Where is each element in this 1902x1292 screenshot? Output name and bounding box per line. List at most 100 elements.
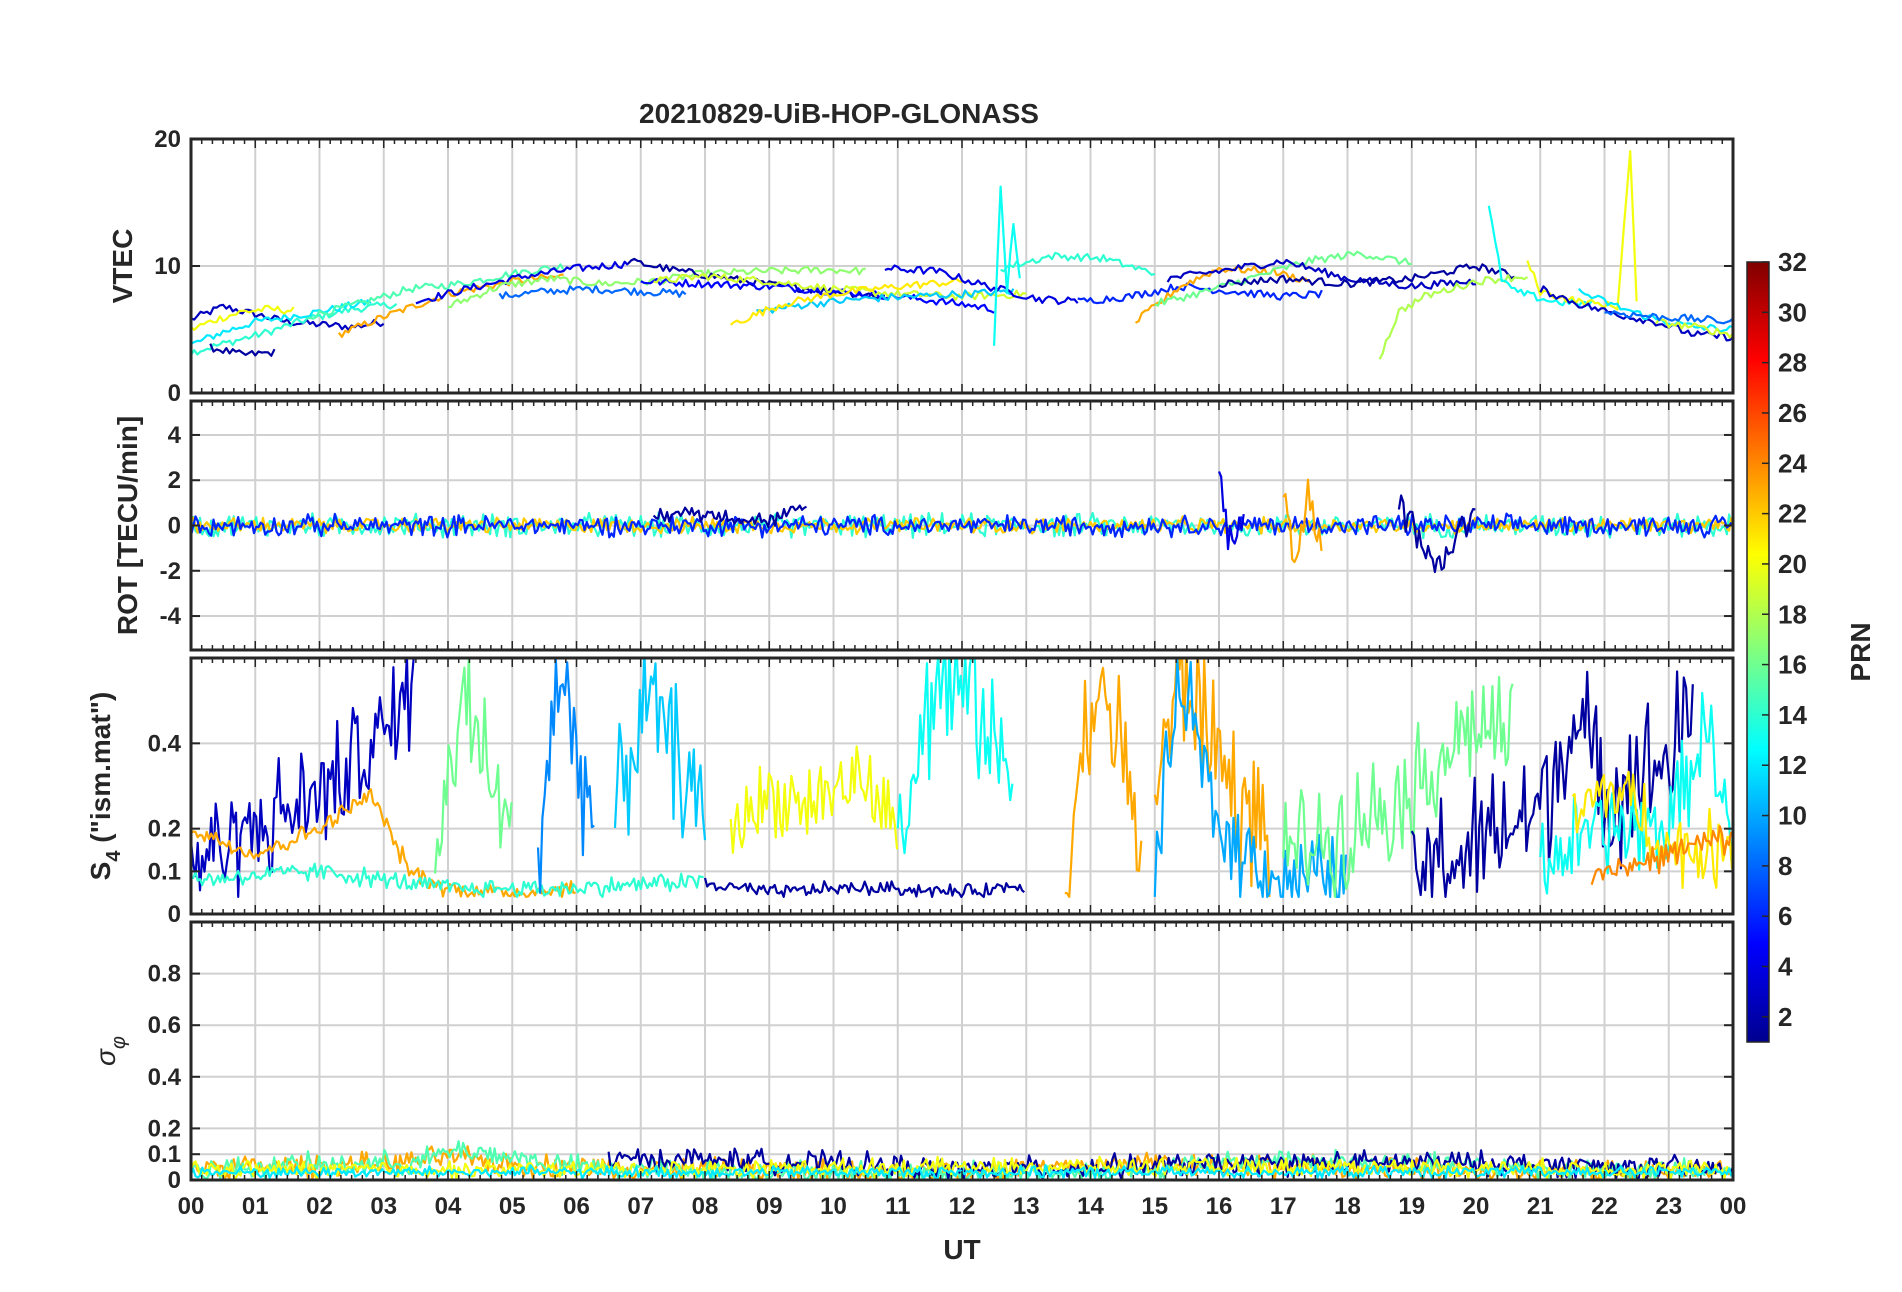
x-axis-label: UT — [943, 1234, 980, 1265]
s4-series-prn-3-0 — [191, 658, 416, 899]
s4-series-prn-2-7 — [703, 877, 1025, 899]
rot-series-group — [191, 471, 1733, 574]
colorbar-tick-label: 32 — [1778, 247, 1807, 277]
vtec-y-axis-label: VTEC — [107, 229, 138, 304]
rot-series-prn-23-5 — [1282, 478, 1323, 564]
s4-series-prn-13-14 — [1539, 691, 1733, 895]
x-tick-label: 20 — [1463, 1193, 1490, 1220]
rot-series-prn-2-3 — [652, 504, 807, 529]
colorbar-tick-label: 28 — [1778, 348, 1807, 378]
y-tick-label: 20 — [154, 126, 181, 153]
chart-title: 20210829-UiB-HOP-GLONASS — [639, 98, 1039, 129]
colorbar-tick-label: 18 — [1778, 599, 1807, 629]
s4-series-prn-11-5 — [613, 658, 707, 841]
colorbar-tick-label: 8 — [1778, 851, 1792, 881]
y-tick-label: 0.2 — [148, 1115, 181, 1142]
colorbar-tick-label: 22 — [1778, 499, 1807, 529]
rot-series-prn-2-6 — [1397, 494, 1476, 574]
s4-series-prn-24-16 — [1590, 825, 1733, 886]
vtec-series-group — [191, 150, 1733, 360]
y-tick-label: 0 — [168, 901, 181, 928]
rot-y-axis-label: ROT [TECU/min] — [112, 416, 143, 635]
vtec-series-prn-14-1 — [191, 301, 398, 356]
y-tick-label: 0 — [168, 380, 181, 407]
y-tick-label: 0.4 — [148, 1064, 182, 1091]
s4-series-group — [191, 658, 1733, 899]
s4-series-prn-23-9 — [1064, 666, 1143, 899]
y-tick-label: 0.6 — [148, 1012, 181, 1039]
y-tick-label: 0 — [168, 513, 181, 540]
x-tick-label: 21 — [1527, 1193, 1554, 1220]
vtec-series-prn-6-18 — [1077, 282, 1323, 305]
x-tick-label: 06 — [563, 1193, 590, 1220]
colorbar-gradient — [1746, 261, 1770, 1043]
x-tick-label: 01 — [242, 1193, 269, 1220]
vtec-series-prn-5-11 — [640, 277, 995, 314]
sigma_phi-series-prn-2-2 — [607, 1147, 1733, 1180]
x-tick-label: 08 — [692, 1193, 719, 1220]
s4-series-prn-13-8 — [896, 658, 1014, 855]
x-tick-label: 02 — [306, 1193, 333, 1220]
colorbar-label: PRN — [1845, 622, 1876, 681]
x-tick-label: 07 — [627, 1193, 654, 1220]
panel-sigma_phi: 00.10.2 0.4 0.6 0.8 σφ 00 01 02 03 04 05 06 07 08 09 10… — [90, 920, 1747, 1220]
vtec-series-prn-3-21 — [1166, 258, 1476, 290]
colorbar-tick-label: 30 — [1778, 297, 1807, 327]
y-tick-label: 0.8 — [148, 961, 181, 988]
x-tick-label: 00 — [178, 1193, 205, 1220]
vtec-series-prn-16-20 — [1154, 250, 1412, 307]
y-tick-label: 0.1 — [148, 858, 181, 885]
y-tick-label: 4 — [168, 422, 182, 449]
vtec-series-prn-20-3 — [191, 304, 295, 331]
vtec-series-prn-13-17 — [993, 185, 1021, 346]
x-tick-label: 23 — [1655, 1193, 1682, 1220]
rot-series-prn-4-4 — [1217, 471, 1245, 551]
s4-series-prn-20-6 — [729, 745, 899, 854]
s4-series-prn-9-4 — [536, 659, 595, 895]
x-tick-label: 14 — [1077, 1193, 1104, 1220]
s4-series-prn-2-13 — [1410, 670, 1694, 899]
y-tick-label: 10 — [154, 253, 181, 280]
vtec-series-prn-14-16 — [1000, 251, 1156, 276]
colorbar-tick-label: 26 — [1778, 398, 1807, 428]
x-tick-label: 00 — [1720, 1193, 1747, 1220]
s4-y-axis-label: S4 ("ism.mat") — [85, 692, 125, 881]
y-tick-label: 0 — [168, 1167, 181, 1194]
colorbar-tick-label: 20 — [1778, 549, 1807, 579]
vtec-series-prn-11-13 — [756, 288, 1015, 314]
vtec-series-prn-19-28 — [1655, 318, 1733, 339]
vtec-series-prn-8-8 — [498, 284, 687, 300]
rot-series-prn-22-1 — [191, 515, 1733, 536]
s4-series-prn-23-1 — [191, 788, 576, 899]
colorbar-tick-label: 2 — [1778, 1002, 1792, 1032]
x-tick-label: 03 — [370, 1193, 397, 1220]
y-tick-label: 0.2 — [148, 816, 181, 843]
colorbar-tick-label: 4 — [1778, 952, 1793, 982]
x-tick-label: 12 — [949, 1193, 976, 1220]
vtec-series-prn-3-26 — [1539, 285, 1733, 342]
vtec-series-prn-4-7 — [415, 260, 629, 305]
vtec-series-prn-2-4 — [209, 343, 276, 357]
vtec-series-prn-15-6 — [306, 263, 565, 320]
sigma_phi-series-group — [191, 1140, 1733, 1180]
x-tick-label: 10 — [820, 1193, 847, 1220]
x-tick-label: 04 — [435, 1193, 462, 1220]
y-tick-label: -2 — [160, 558, 181, 585]
sigma_phi-series-prn-12-4 — [191, 1163, 1733, 1180]
s4-series-prn-16-3 — [434, 658, 513, 874]
vtec-series-prn-2-22 — [1218, 263, 1516, 289]
y-tick-label: 2 — [168, 467, 181, 494]
x-tick-label: 17 — [1270, 1193, 1297, 1220]
x-tick-label: 18 — [1334, 1193, 1361, 1220]
colorbar-tick-label: 14 — [1778, 700, 1807, 730]
colorbar-tick-label: 12 — [1778, 750, 1807, 780]
colorbar-tick-label: 24 — [1778, 448, 1807, 478]
colorbar-tick-label: 16 — [1778, 650, 1807, 680]
y-tick-label: 0.1 — [148, 1141, 181, 1168]
vtec-series-prn-20-25 — [1526, 150, 1638, 311]
rot-series-prn-6-2 — [191, 512, 1733, 539]
